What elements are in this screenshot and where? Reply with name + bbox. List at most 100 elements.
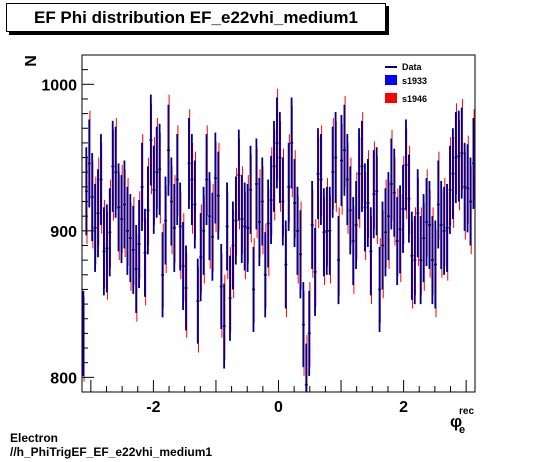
data-point (102, 207, 106, 296)
data-point (134, 224, 138, 313)
data-point (463, 142, 467, 231)
data-point (354, 181, 358, 269)
data-point (375, 147, 379, 236)
data-point (448, 145, 452, 234)
data-point (149, 94, 153, 186)
data-point (413, 216, 417, 305)
data-point (392, 148, 396, 237)
data-point (263, 232, 267, 318)
data-point (428, 181, 432, 269)
y-axis-label: N (23, 55, 40, 67)
data-point (193, 160, 197, 249)
data-point (381, 201, 385, 290)
data-point (313, 227, 317, 316)
data-point (105, 204, 109, 293)
data-point (366, 159, 370, 247)
axes: 800 900 1000 -2 0 2 (41, 54, 467, 416)
data-point (123, 160, 126, 249)
data-point (340, 115, 344, 206)
data-point (87, 119, 91, 208)
data-point (152, 145, 156, 234)
x-tick-label: -2 (146, 399, 160, 416)
data-point (161, 232, 165, 318)
data-point (252, 246, 256, 332)
data-point (319, 134, 323, 225)
data-point (99, 134, 103, 225)
data-point (257, 178, 261, 266)
data-point (90, 153, 94, 242)
data-point (114, 126, 118, 218)
data-point (290, 97, 294, 189)
legend-label-s1946: s1946 (402, 94, 427, 104)
data-point (422, 194, 426, 283)
data-point (260, 157, 264, 246)
data-point (184, 245, 188, 331)
data-point (442, 186, 446, 275)
data-point (172, 183, 176, 272)
data-point (378, 246, 382, 332)
legend-box-s1933 (385, 75, 397, 85)
data-point (395, 197, 399, 286)
data-point (146, 166, 150, 255)
data-point (334, 112, 338, 203)
data-point (472, 118, 475, 209)
data-point (419, 216, 423, 305)
data-point (213, 132, 217, 224)
data-point (360, 120, 364, 212)
footer: Electron //h_PhiTrigEF_EF_e22vhi_medium1 (10, 431, 212, 459)
data-point (331, 126, 335, 218)
data-point (155, 126, 159, 218)
x-tick-label: 0 (274, 399, 283, 416)
x-axis-label: φ (450, 412, 462, 431)
data-point (363, 163, 367, 252)
data-point (266, 179, 270, 268)
data-point (169, 157, 173, 246)
data-point (372, 150, 376, 239)
data-point (120, 175, 124, 264)
y-tick-label: 900 (50, 224, 77, 241)
data-point (269, 156, 273, 245)
data-point (237, 129, 241, 221)
data-point (457, 110, 461, 202)
data-point (387, 172, 390, 261)
data-point (322, 188, 326, 277)
data-point (401, 164, 405, 253)
data-point (167, 104, 170, 196)
data-point (205, 134, 209, 225)
title-box: EF Phi distribution EF_e22vhi_medium1 (6, 3, 386, 32)
data-point (454, 112, 458, 203)
x-axis-label-subscript: e (459, 424, 465, 436)
y-tick-label: 800 (50, 370, 77, 387)
legend-box-s1946 (385, 93, 397, 103)
plot-frame (81, 54, 476, 393)
data-point (304, 343, 308, 392)
data-point (357, 128, 361, 220)
data-point (460, 107, 464, 199)
data-point (219, 244, 223, 329)
data-point (243, 182, 247, 271)
data-point (199, 213, 203, 302)
data-point (131, 205, 135, 294)
legend-label-s1933: s1933 (402, 76, 427, 86)
data-point (345, 134, 349, 225)
data-point (410, 211, 414, 300)
data-point (208, 172, 212, 261)
data-point (451, 128, 455, 220)
data-point (249, 145, 253, 234)
data-point (278, 112, 282, 203)
data-point (125, 186, 129, 275)
data-point (416, 169, 420, 258)
data-point (436, 160, 440, 249)
footer-histogram-path: //h_PhiTrigEF_EF_e22vhi_medium1 (10, 445, 213, 459)
data-point (178, 182, 182, 271)
data-point (84, 147, 88, 236)
data-point (143, 208, 147, 297)
data-point (216, 151, 220, 240)
legend-label-data: Data (402, 62, 423, 72)
data-point (137, 200, 141, 288)
data-point (108, 188, 112, 277)
data-point (196, 258, 200, 344)
data-point (202, 186, 206, 275)
data-point (404, 119, 408, 211)
